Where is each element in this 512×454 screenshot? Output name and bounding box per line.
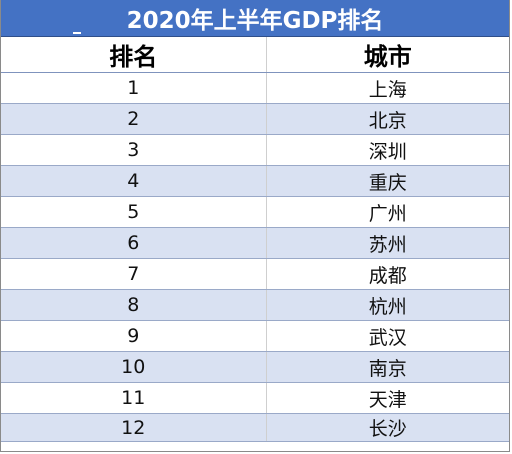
table-row: 1 上海 <box>1 72 509 104</box>
table-row: 11 天津 <box>1 382 509 414</box>
city-cell[interactable]: 深圳 <box>265 134 509 166</box>
city-cell[interactable]: 南京 <box>265 351 509 383</box>
rank-cell[interactable]: 9 <box>1 320 266 352</box>
rank-cell[interactable]: 1 <box>1 72 266 104</box>
header-city[interactable]: 城市 <box>265 37 509 73</box>
rank-cell[interactable]: 5 <box>1 196 266 228</box>
table-row: 8 杭州 <box>1 289 509 321</box>
city-cell[interactable]: 苏州 <box>265 227 509 259</box>
rank-cell[interactable]: 4 <box>1 165 266 197</box>
city-cell[interactable]: 长沙 <box>265 413 509 442</box>
rank-cell[interactable]: 7 <box>1 258 266 290</box>
table-row: 2 北京 <box>1 103 509 135</box>
gdp-ranking-table: 排名 城市 1 上海 2 北京 3 深圳 4 重庆 5 广州 <box>1 37 509 442</box>
table-title-cell[interactable]: 2020年上半年GDP排名 <box>1 0 509 37</box>
city-cell[interactable]: 成都 <box>265 258 509 290</box>
table-row: 3 深圳 <box>1 134 509 166</box>
table-title: 2020年上半年GDP排名 <box>126 8 384 34</box>
table-row: 7 成都 <box>1 258 509 290</box>
city-cell[interactable]: 上海 <box>265 72 509 104</box>
city-cell[interactable]: 武汉 <box>265 320 509 352</box>
table-row: 6 苏州 <box>1 227 509 259</box>
table-row: 10 南京 <box>1 351 509 383</box>
rank-cell[interactable]: 2 <box>1 103 266 135</box>
header-row: 排名 城市 <box>1 37 509 73</box>
table-row: 12 长沙 <box>1 413 509 442</box>
rank-cell[interactable]: 6 <box>1 227 266 259</box>
rank-cell[interactable]: 10 <box>1 351 266 383</box>
city-cell[interactable]: 重庆 <box>265 165 509 197</box>
header-rank[interactable]: 排名 <box>1 37 266 73</box>
rank-cell[interactable]: 12 <box>1 413 266 442</box>
table-row: 9 武汉 <box>1 320 509 352</box>
table-row: 5 广州 <box>1 196 509 228</box>
city-cell[interactable]: 广州 <box>265 196 509 228</box>
rank-cell[interactable]: 8 <box>1 289 266 321</box>
city-cell[interactable]: 天津 <box>265 382 509 414</box>
rank-cell[interactable]: 3 <box>1 134 266 166</box>
rank-cell[interactable]: 11 <box>1 382 266 414</box>
cell-selection-marker <box>73 32 81 34</box>
city-cell[interactable]: 北京 <box>265 103 509 135</box>
table-row: 4 重庆 <box>1 165 509 197</box>
city-cell[interactable]: 杭州 <box>265 289 509 321</box>
